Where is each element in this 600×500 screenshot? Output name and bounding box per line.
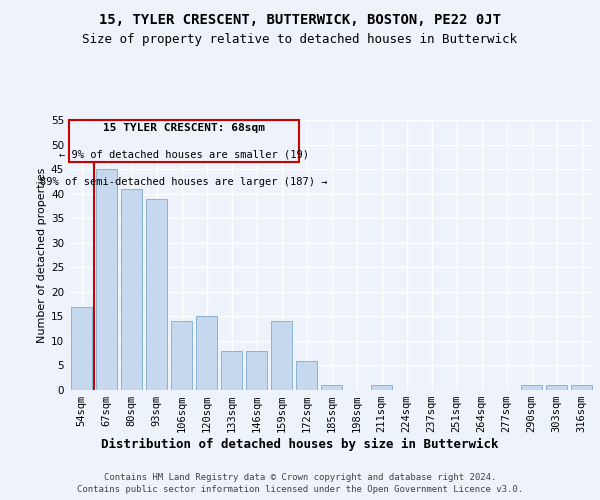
Text: 89% of semi-detached houses are larger (187) →: 89% of semi-detached houses are larger (… (40, 176, 328, 186)
Bar (221, 350, 242, 390)
Text: Distribution of detached houses by size in Butterwick: Distribution of detached houses by size … (101, 438, 499, 450)
Bar (371, 385, 392, 390)
Text: Size of property relative to detached houses in Butterwick: Size of property relative to detached ho… (83, 32, 517, 46)
Bar (171, 322, 192, 390)
Bar (246, 350, 267, 390)
Bar (69, 120, 299, 162)
Y-axis label: Number of detached properties: Number of detached properties (37, 168, 47, 342)
Bar (546, 385, 567, 390)
Bar (71, 306, 92, 390)
Bar (146, 198, 167, 390)
Bar (296, 360, 317, 390)
Bar (271, 322, 292, 390)
Bar (96, 169, 117, 390)
Bar (196, 316, 217, 390)
Bar (571, 385, 592, 390)
Text: ← 9% of detached houses are smaller (19): ← 9% of detached houses are smaller (19) (59, 150, 309, 160)
Bar (521, 385, 542, 390)
Text: Contains public sector information licensed under the Open Government Licence v3: Contains public sector information licen… (77, 485, 523, 494)
Text: 15 TYLER CRESCENT: 68sqm: 15 TYLER CRESCENT: 68sqm (103, 122, 265, 132)
Text: 15, TYLER CRESCENT, BUTTERWICK, BOSTON, PE22 0JT: 15, TYLER CRESCENT, BUTTERWICK, BOSTON, … (99, 12, 501, 26)
Text: Contains HM Land Registry data © Crown copyright and database right 2024.: Contains HM Land Registry data © Crown c… (104, 472, 496, 482)
Bar (321, 385, 342, 390)
Bar (121, 188, 142, 390)
